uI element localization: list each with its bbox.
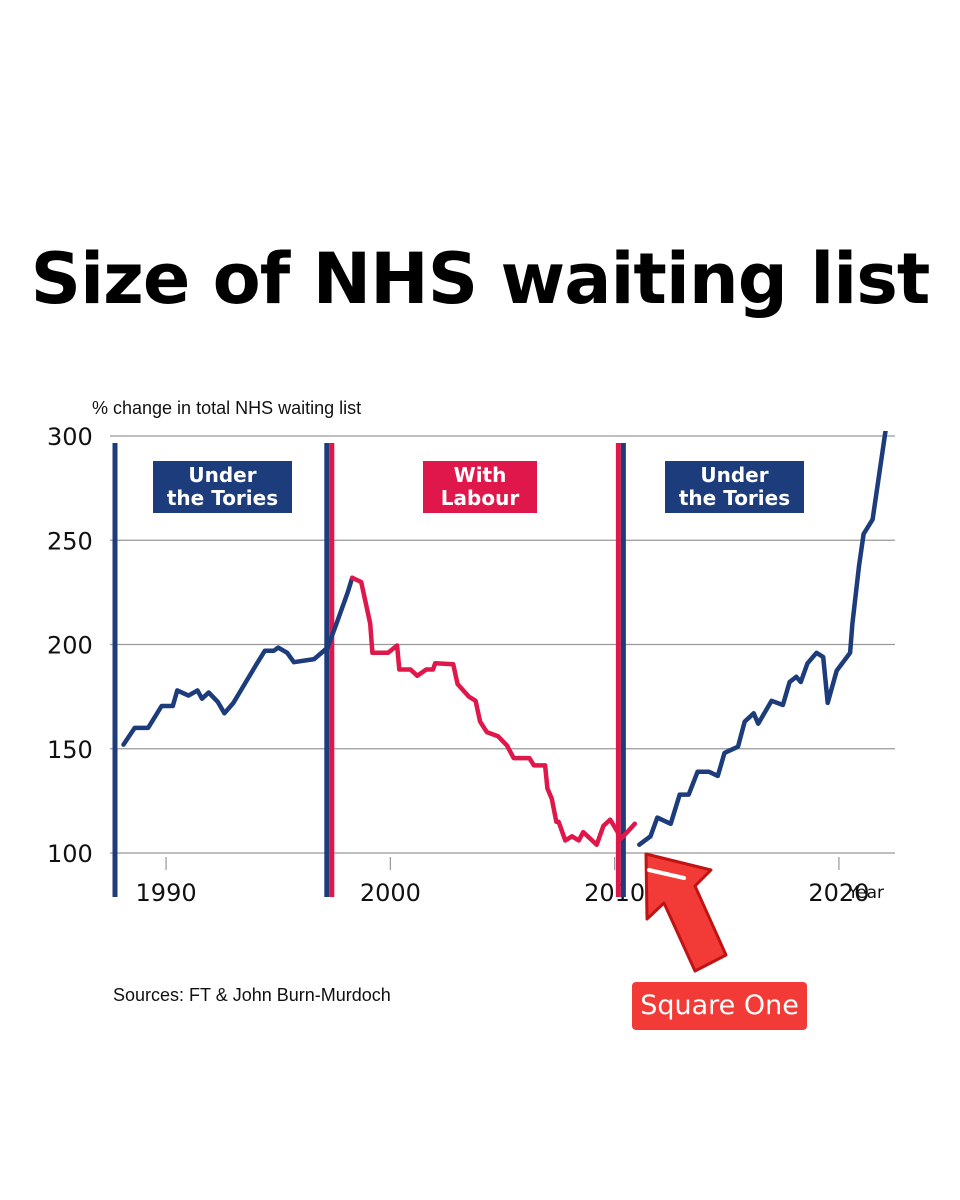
- period-label-tories-1: Under the Tories: [153, 461, 292, 513]
- x-tick-label: 2010: [584, 879, 645, 907]
- gridlines: [110, 435, 895, 870]
- y-tick-label: 250: [47, 527, 93, 555]
- y-tick-label: 200: [47, 632, 93, 660]
- arrow-icon: [644, 852, 728, 973]
- series-lines: [121, 431, 888, 847]
- source-note: Sources: FT & John Burn-Murdoch: [113, 985, 391, 1005]
- x-axis-label: Year: [847, 883, 884, 903]
- period-label-tories-2: Under the Tories: [665, 461, 804, 513]
- y-tick-label: 100: [47, 840, 93, 868]
- y-tick-label: 300: [47, 423, 93, 451]
- square-one-callout: Square One: [632, 982, 807, 1030]
- x-tick-label: 2020: [808, 879, 869, 907]
- x-tick-label: 2000: [360, 879, 421, 907]
- period-label-labour: With Labour: [423, 461, 537, 513]
- period-boundaries: [112, 443, 626, 897]
- series-line-2: [637, 431, 888, 847]
- x-tick-label: 1990: [136, 879, 197, 907]
- y-tick-label: 150: [47, 736, 93, 764]
- series-line-0: [121, 575, 355, 747]
- y-axis-label: % change in total NHS waiting list: [92, 398, 362, 418]
- series-line-1: [349, 575, 638, 847]
- page-title: Size of NHS waiting list: [30, 238, 931, 320]
